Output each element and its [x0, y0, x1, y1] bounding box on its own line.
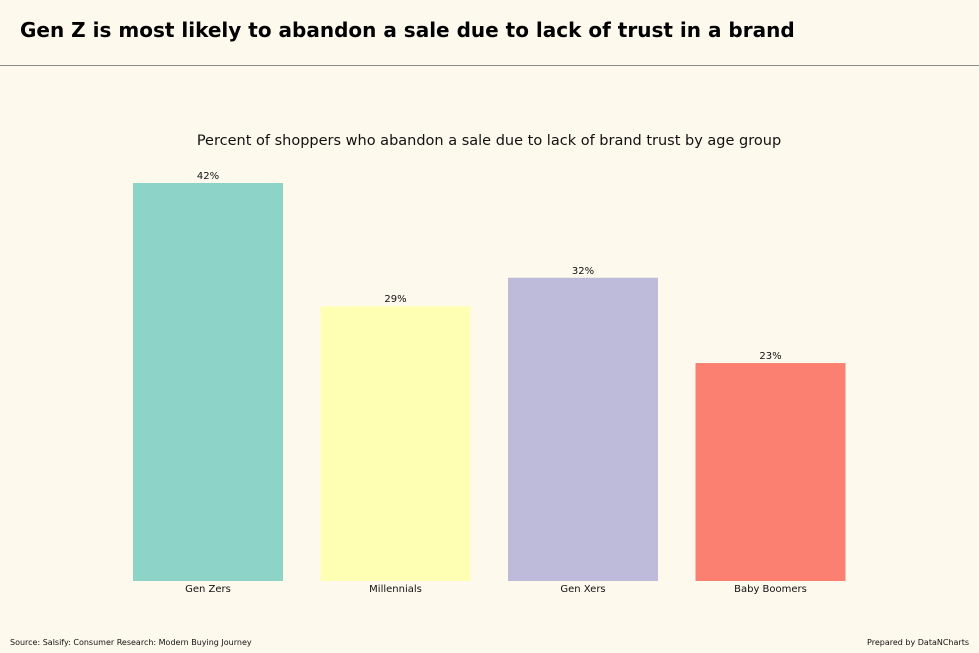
- header-divider: [0, 65, 979, 66]
- x-tick-label: Millennials: [369, 584, 422, 595]
- bar-gen-zers: [133, 183, 283, 581]
- credit-note: Prepared by DataNCharts: [867, 638, 969, 647]
- bar-millennials: [320, 306, 471, 581]
- x-tick-label: Gen Xers: [560, 584, 605, 595]
- bar-gen-xers: [508, 277, 658, 581]
- chart-title: Percent of shoppers who abandon a sale d…: [197, 133, 781, 149]
- data-label: 32%: [572, 266, 594, 277]
- data-label: 29%: [384, 294, 406, 305]
- data-label: 42%: [197, 171, 219, 182]
- page-headline: Gen Z is most likely to abandon a sale d…: [20, 18, 795, 42]
- bar-baby-boomers: [695, 363, 846, 581]
- x-tick-label: Baby Boomers: [734, 584, 807, 595]
- x-tick-label: Gen Zers: [185, 584, 231, 595]
- data-label: 23%: [759, 351, 781, 362]
- bars-group: 42% Gen Zers 29% Millennials 32% Gen Xers 23% B…: [133, 171, 846, 595]
- source-note: Source: Salsify: Consumer Research: Mode…: [10, 638, 252, 647]
